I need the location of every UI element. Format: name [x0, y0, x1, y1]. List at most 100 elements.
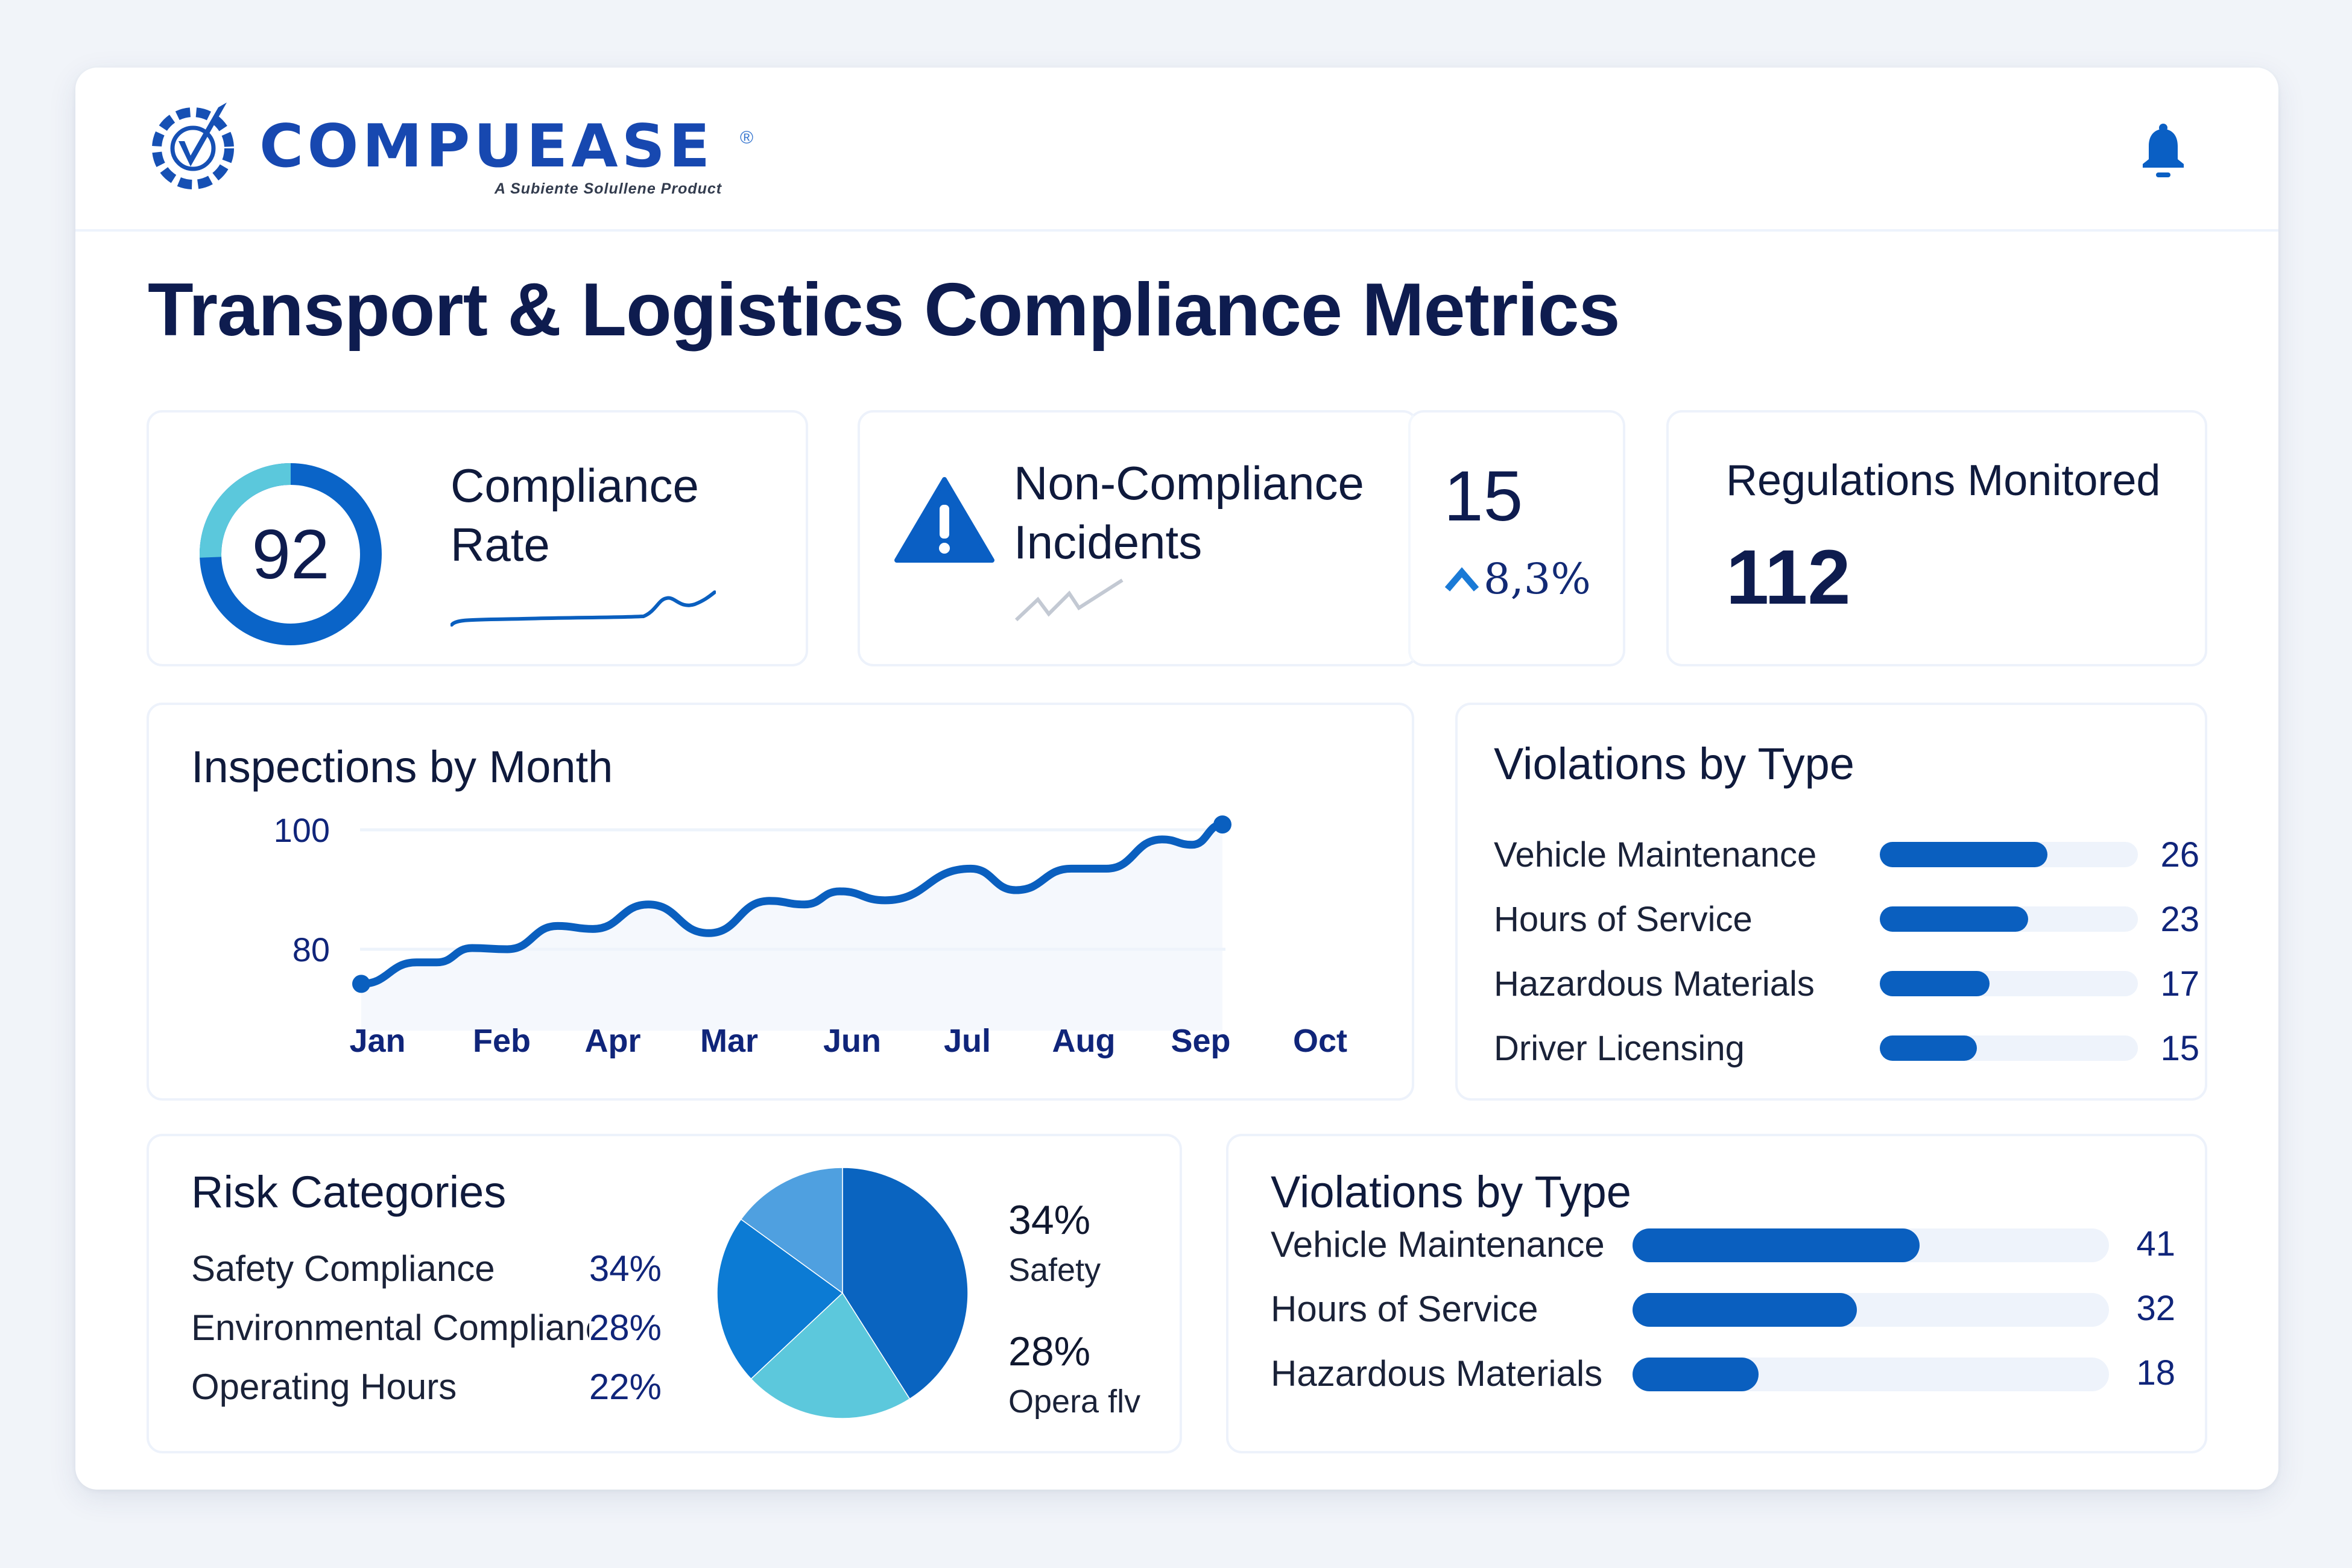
pie-slice-operating-hours[interactable]: [750, 1292, 911, 1419]
line-endpoint[interactable]: [352, 975, 370, 993]
incidents-trend: 8,3%: [1444, 554, 1591, 604]
pie-callout: 28% Opera flv: [1008, 1331, 1140, 1420]
pie-slice-other[interactable]: [740, 1167, 843, 1294]
risk-categories-card: Risk Categories Safety Compliance 34% Envi…: [147, 1134, 1182, 1453]
pie-callout-value: 28%: [1008, 1329, 1091, 1374]
x-tick-label: Sep: [1171, 1023, 1230, 1059]
regulations-label: Regulations Monitored: [1726, 457, 2161, 505]
inspections-chart-title: Inspections by Month: [191, 742, 613, 792]
gear-check-logo-icon: [152, 103, 234, 189]
compliance-rate-label: Compliance Rate: [450, 456, 699, 574]
violations-by-type-card: Violations by Type Vehicle Maintenance 26…: [1455, 703, 2207, 1101]
dashboard-window: COMPUEASE ® A Subiente Solullene Product…: [75, 68, 2278, 1490]
violation-value: 23: [2160, 900, 2199, 939]
inspections-chart-card: 80 100 Jan Feb Apr Mar Jun Jul Aug Sep Oct Inspec…: [147, 703, 1414, 1101]
incidents-count-card[interactable]: 15 8,3%: [1408, 410, 1625, 666]
regulations-value: 112: [1726, 534, 1851, 621]
x-tick-label: Jul: [944, 1023, 991, 1059]
pie-slice-safety[interactable]: [842, 1167, 969, 1400]
compliance-donut: [200, 463, 382, 645]
brand-tagline: A Subiente Solullene Product: [495, 180, 722, 197]
violation-bar-track: [1633, 1358, 2109, 1391]
violation-value: 41: [2136, 1224, 2175, 1263]
violation-bar-track: [1880, 1035, 2138, 1061]
non-compliance-card[interactable]: Non-Compliance Incidents: [858, 410, 1418, 666]
violation-bar-fill: [1633, 1358, 1759, 1391]
pie-callout-label: Opera flv: [1008, 1383, 1141, 1420]
bell-icon[interactable]: [2138, 122, 2189, 182]
violation-bar-track: [1633, 1293, 2109, 1327]
risk-category-percent: 28%: [589, 1307, 662, 1348]
violation-bar-fill: [1880, 842, 2048, 867]
x-tick-label: Oct: [1293, 1023, 1347, 1059]
line-endpoint[interactable]: [1213, 815, 1231, 834]
violation-row[interactable]: Vehicle Maintenance 26: [1494, 835, 2199, 877]
compliance-label-line2: Rate: [450, 518, 550, 571]
incidents-sparkline: [1014, 578, 1124, 622]
violations-by-type-card-2: Violations by Type Vehicle Maintenance 41…: [1226, 1134, 2207, 1453]
violation-label: Driver Licensing: [1494, 1029, 1745, 1068]
violation-bar-track: [1880, 906, 2138, 932]
violation-row[interactable]: Vehicle Maintenance 41: [1271, 1224, 2175, 1266]
violation-label: Hazardous Materials: [1271, 1353, 1603, 1394]
violation-value: 32: [2136, 1289, 2175, 1328]
risk-category-percent: 22%: [589, 1366, 662, 1408]
violation-label: Hours of Service: [1494, 900, 1753, 939]
violation-bar-fill: [1880, 1035, 1977, 1061]
incidents-count-value: 15: [1444, 457, 1523, 536]
y-tick-label: 80: [292, 931, 330, 969]
violations-title: Violations by Type: [1494, 739, 1854, 789]
x-tick-label: Apr: [585, 1023, 641, 1059]
chevron-up-icon: [1444, 567, 1479, 592]
donut-accent-segment: [200, 463, 291, 558]
pie-callout: 34% Safety: [1008, 1200, 1101, 1289]
violation-label: Vehicle Maintenance: [1494, 835, 1817, 874]
x-tick-label: Feb: [473, 1023, 531, 1059]
violation-row[interactable]: Hazardous Materials 18: [1271, 1353, 2175, 1395]
y-tick-label: 100: [274, 811, 330, 849]
violation-row[interactable]: Hazardous Materials 17: [1494, 964, 2199, 1006]
violation-row[interactable]: Hours of Service 23: [1494, 899, 2199, 941]
violation-label: Hazardous Materials: [1494, 964, 1815, 1004]
compliance-rate-card[interactable]: 92 Compliance Rate: [147, 410, 808, 666]
warning-triangle-icon: [894, 477, 994, 563]
risk-category-name: Safety Compliance: [191, 1248, 495, 1289]
inspections-line: [357, 820, 1227, 988]
violation-bar-fill: [1880, 971, 1990, 996]
risk-category-name: Operating Hours: [191, 1367, 457, 1407]
page-title: Transport & Logistics Compliance Metrics: [148, 268, 1620, 352]
non-compliance-label-line1: Non-Compliance: [1014, 457, 1364, 510]
violation-bar-fill: [1880, 906, 2029, 932]
violation-label: Hours of Service: [1271, 1289, 1538, 1329]
violation-value: 15: [2160, 1029, 2199, 1068]
violations-title-2: Violations by Type: [1271, 1167, 1631, 1217]
risk-pie-chart: [716, 1167, 969, 1419]
non-compliance-label: Non-Compliance Incidents: [1014, 454, 1364, 572]
brand-name: COMPUEASE: [259, 112, 714, 181]
compliance-sparkline: [450, 590, 716, 627]
risk-categories-title: Risk Categories: [191, 1167, 507, 1217]
violation-bar-track: [1633, 1228, 2109, 1262]
violation-value: 26: [2160, 835, 2199, 874]
violation-row[interactable]: Driver Licensing 15: [1494, 1028, 2199, 1070]
violation-label: Vehicle Maintenance: [1271, 1224, 1605, 1265]
violation-row[interactable]: Hours of Service 32: [1271, 1288, 2175, 1330]
violation-bar-fill: [1633, 1228, 1920, 1262]
line-area-fill: [361, 824, 1222, 1031]
violation-value: 18: [2136, 1353, 2175, 1393]
x-tick-label: Aug: [1052, 1023, 1116, 1059]
regulations-card[interactable]: Regulations Monitored 112: [1666, 410, 2207, 666]
x-tick-label: Jan: [349, 1023, 405, 1059]
violation-bar-track: [1880, 971, 2138, 996]
pie-callout-value: 34%: [1008, 1197, 1091, 1243]
compliance-label-line1: Compliance: [450, 459, 699, 512]
x-tick-label: Mar: [700, 1023, 758, 1059]
registered-mark: ®: [740, 128, 754, 148]
violation-bar-fill: [1633, 1293, 1857, 1327]
incidents-change-value: 8,3%: [1484, 554, 1591, 604]
pie-callout-label: Safety: [1008, 1252, 1101, 1288]
pie-slice-environmental[interactable]: [716, 1218, 844, 1380]
header-divider: [75, 229, 2278, 232]
violation-value: 17: [2160, 964, 2199, 1004]
risk-category-percent: 34%: [589, 1248, 662, 1289]
